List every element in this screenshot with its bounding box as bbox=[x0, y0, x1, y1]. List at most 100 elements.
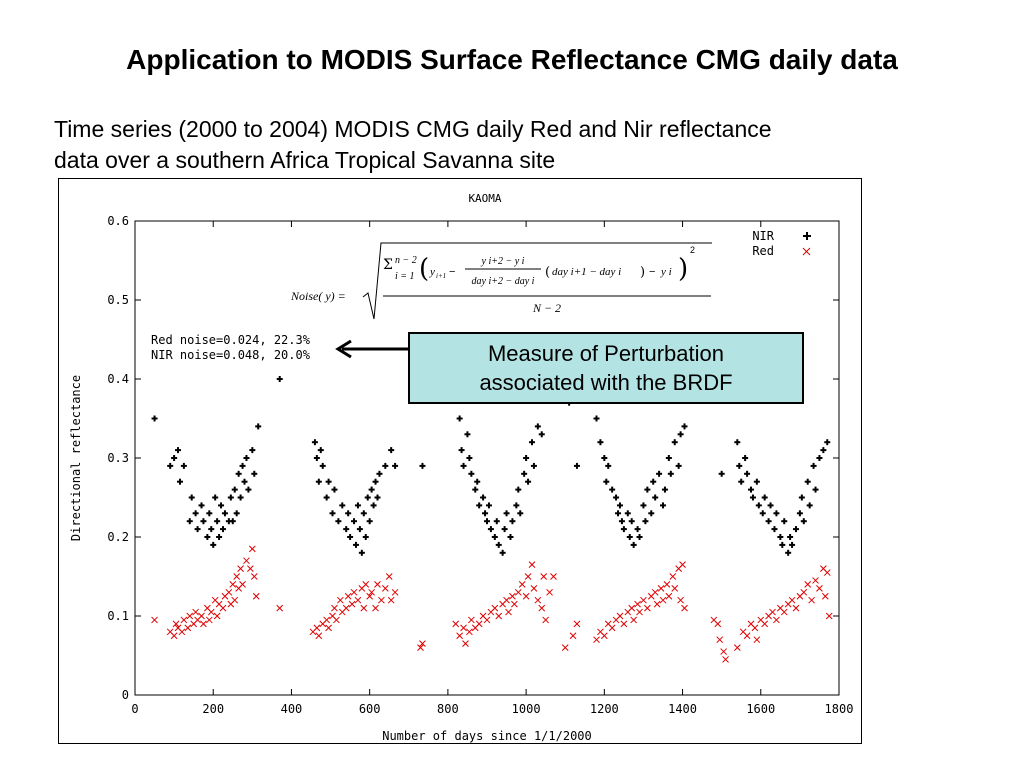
nir-point bbox=[573, 462, 580, 469]
nir-point bbox=[789, 541, 796, 548]
nir-point bbox=[243, 455, 250, 461]
red-point bbox=[651, 588, 659, 596]
nir-point bbox=[345, 510, 352, 517]
nir-point bbox=[358, 549, 365, 556]
red-point bbox=[368, 588, 375, 596]
nir-point bbox=[792, 526, 799, 533]
y-tick-label: 0.2 bbox=[107, 530, 129, 544]
nir-point bbox=[329, 510, 336, 517]
red-point bbox=[391, 588, 399, 596]
red-point bbox=[252, 592, 260, 600]
red-point bbox=[671, 584, 679, 592]
legend-marker-red bbox=[802, 247, 811, 256]
red-point bbox=[452, 620, 460, 628]
red-point bbox=[628, 604, 636, 612]
red-point bbox=[524, 573, 532, 580]
callout-line-1: Measure of Perturbation bbox=[487, 341, 725, 366]
red-point bbox=[207, 608, 215, 616]
nir-point bbox=[509, 518, 516, 525]
nir-point bbox=[742, 455, 749, 461]
nir-point bbox=[180, 462, 187, 469]
red-point bbox=[714, 620, 722, 628]
nir-point bbox=[642, 518, 649, 525]
red-point bbox=[378, 596, 385, 604]
red-point bbox=[495, 612, 503, 620]
red-point bbox=[184, 624, 192, 632]
red-point bbox=[792, 604, 800, 612]
red-point bbox=[475, 620, 483, 628]
red-point bbox=[505, 608, 512, 616]
nir-point bbox=[319, 462, 326, 469]
red-point bbox=[180, 616, 188, 624]
nir-point bbox=[650, 478, 657, 485]
y-tick-label: 0 bbox=[122, 688, 129, 702]
nir-point bbox=[186, 518, 193, 525]
x-tick: 400 bbox=[281, 221, 302, 716]
red-point bbox=[200, 620, 207, 628]
nir-point bbox=[208, 526, 215, 533]
nir-point bbox=[781, 518, 788, 525]
nir-point bbox=[667, 470, 674, 477]
nir-point bbox=[593, 415, 600, 422]
nir-point bbox=[734, 439, 741, 446]
red-point bbox=[825, 612, 833, 620]
red-point bbox=[491, 604, 499, 612]
nir-point bbox=[615, 510, 622, 517]
nir-point bbox=[214, 518, 221, 525]
nir-point bbox=[765, 518, 772, 525]
red-point bbox=[569, 632, 577, 640]
nir-point bbox=[759, 510, 766, 517]
nir-point bbox=[352, 541, 359, 548]
scatter-chart: KAOMA 0 200 400 600 800 1000 1200 1400 1600 18000… bbox=[69, 192, 853, 743]
nir-point bbox=[331, 486, 338, 493]
red-point bbox=[462, 640, 469, 648]
red-point bbox=[644, 604, 651, 612]
nir-point bbox=[528, 439, 535, 446]
red-point bbox=[593, 636, 600, 644]
callout-arrow bbox=[335, 339, 409, 359]
nir-point bbox=[681, 423, 688, 430]
nir-point bbox=[749, 494, 756, 501]
nir-point bbox=[787, 534, 794, 540]
red-point bbox=[518, 581, 526, 588]
red-point bbox=[372, 604, 379, 612]
nir-point bbox=[374, 494, 381, 501]
red-point bbox=[616, 612, 624, 620]
red-point bbox=[344, 592, 352, 600]
red-point bbox=[808, 596, 815, 604]
nir-point bbox=[521, 470, 528, 477]
axis-ticks: 0 200 400 600 800 1000 1200 1400 1600 1800 0 0.1 0.2… bbox=[107, 214, 853, 716]
nir-point bbox=[194, 526, 201, 533]
svg-text:i = 1: i = 1 bbox=[395, 271, 415, 282]
red-point bbox=[456, 632, 463, 640]
nir-point bbox=[771, 526, 778, 533]
formula-denominator: N − 2 bbox=[532, 301, 561, 315]
red-point bbox=[362, 581, 370, 588]
svg-text:−: − bbox=[649, 266, 655, 278]
subtitle-line-1: Time series (2000 to 2004) MODIS CMG dai… bbox=[54, 116, 772, 142]
nir-point bbox=[376, 470, 383, 477]
legend-marker-nir bbox=[803, 232, 811, 240]
red-point bbox=[385, 573, 393, 580]
legend-label-nir: NIR bbox=[752, 229, 774, 243]
y-tick: 0.4 bbox=[107, 372, 839, 386]
nir-point bbox=[755, 502, 762, 509]
red-point bbox=[233, 573, 241, 580]
nir-point bbox=[392, 462, 399, 469]
nir-point bbox=[493, 518, 500, 525]
nir-point bbox=[339, 502, 346, 509]
nir-series bbox=[151, 376, 831, 556]
nir-noise-text: NIR noise=0.048, 20.0% bbox=[151, 348, 311, 362]
red-point bbox=[716, 636, 724, 644]
nir-point bbox=[753, 478, 760, 485]
nir-point bbox=[233, 510, 240, 517]
nir-point bbox=[474, 478, 481, 485]
chart-title: KAOMA bbox=[468, 192, 501, 205]
nir-point bbox=[241, 478, 248, 485]
svg-text:(: ( bbox=[545, 265, 550, 280]
red-point bbox=[677, 596, 684, 604]
nir-point bbox=[597, 439, 604, 446]
red-point bbox=[550, 573, 557, 580]
nir-point bbox=[472, 486, 479, 493]
red-point bbox=[514, 588, 522, 596]
